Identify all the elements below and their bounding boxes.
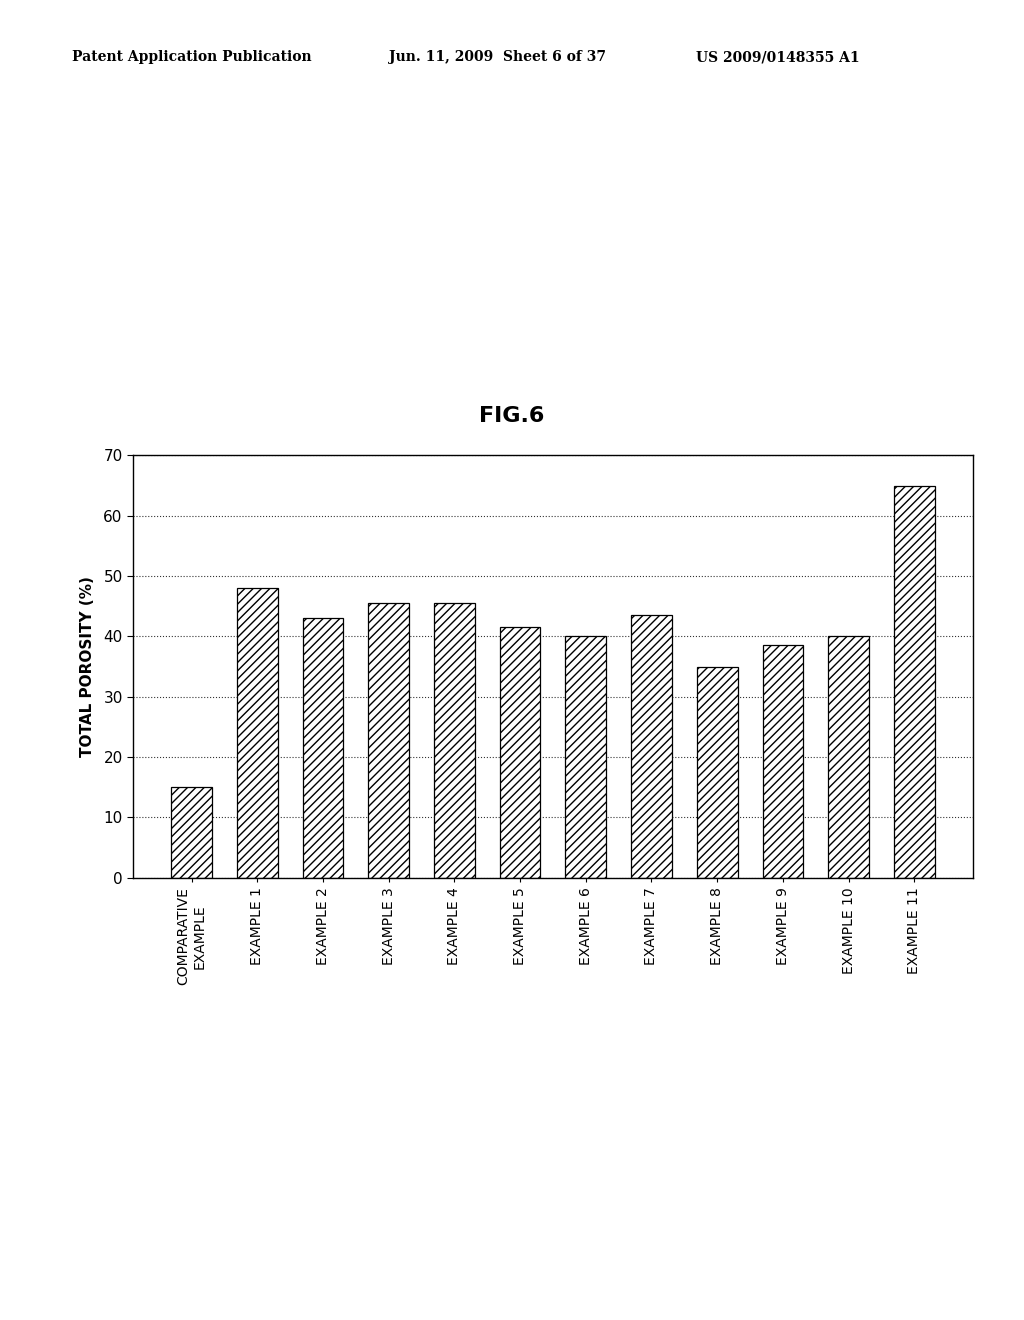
Text: Patent Application Publication: Patent Application Publication <box>72 50 311 65</box>
Bar <box>631 615 672 878</box>
Y-axis label: TOTAL POROSITY (%): TOTAL POROSITY (%) <box>80 576 95 758</box>
Bar <box>894 486 935 878</box>
Bar <box>828 636 869 878</box>
Text: Jun. 11, 2009  Sheet 6 of 37: Jun. 11, 2009 Sheet 6 of 37 <box>389 50 606 65</box>
Bar <box>500 627 541 878</box>
Bar <box>696 667 737 878</box>
Text: US 2009/0148355 A1: US 2009/0148355 A1 <box>696 50 860 65</box>
Bar <box>565 636 606 878</box>
Bar <box>763 645 803 878</box>
Text: FIG.6: FIG.6 <box>479 405 545 426</box>
Bar <box>434 603 475 878</box>
Bar <box>369 603 410 878</box>
Bar <box>237 589 278 878</box>
Bar <box>303 618 343 878</box>
Bar <box>171 787 212 878</box>
